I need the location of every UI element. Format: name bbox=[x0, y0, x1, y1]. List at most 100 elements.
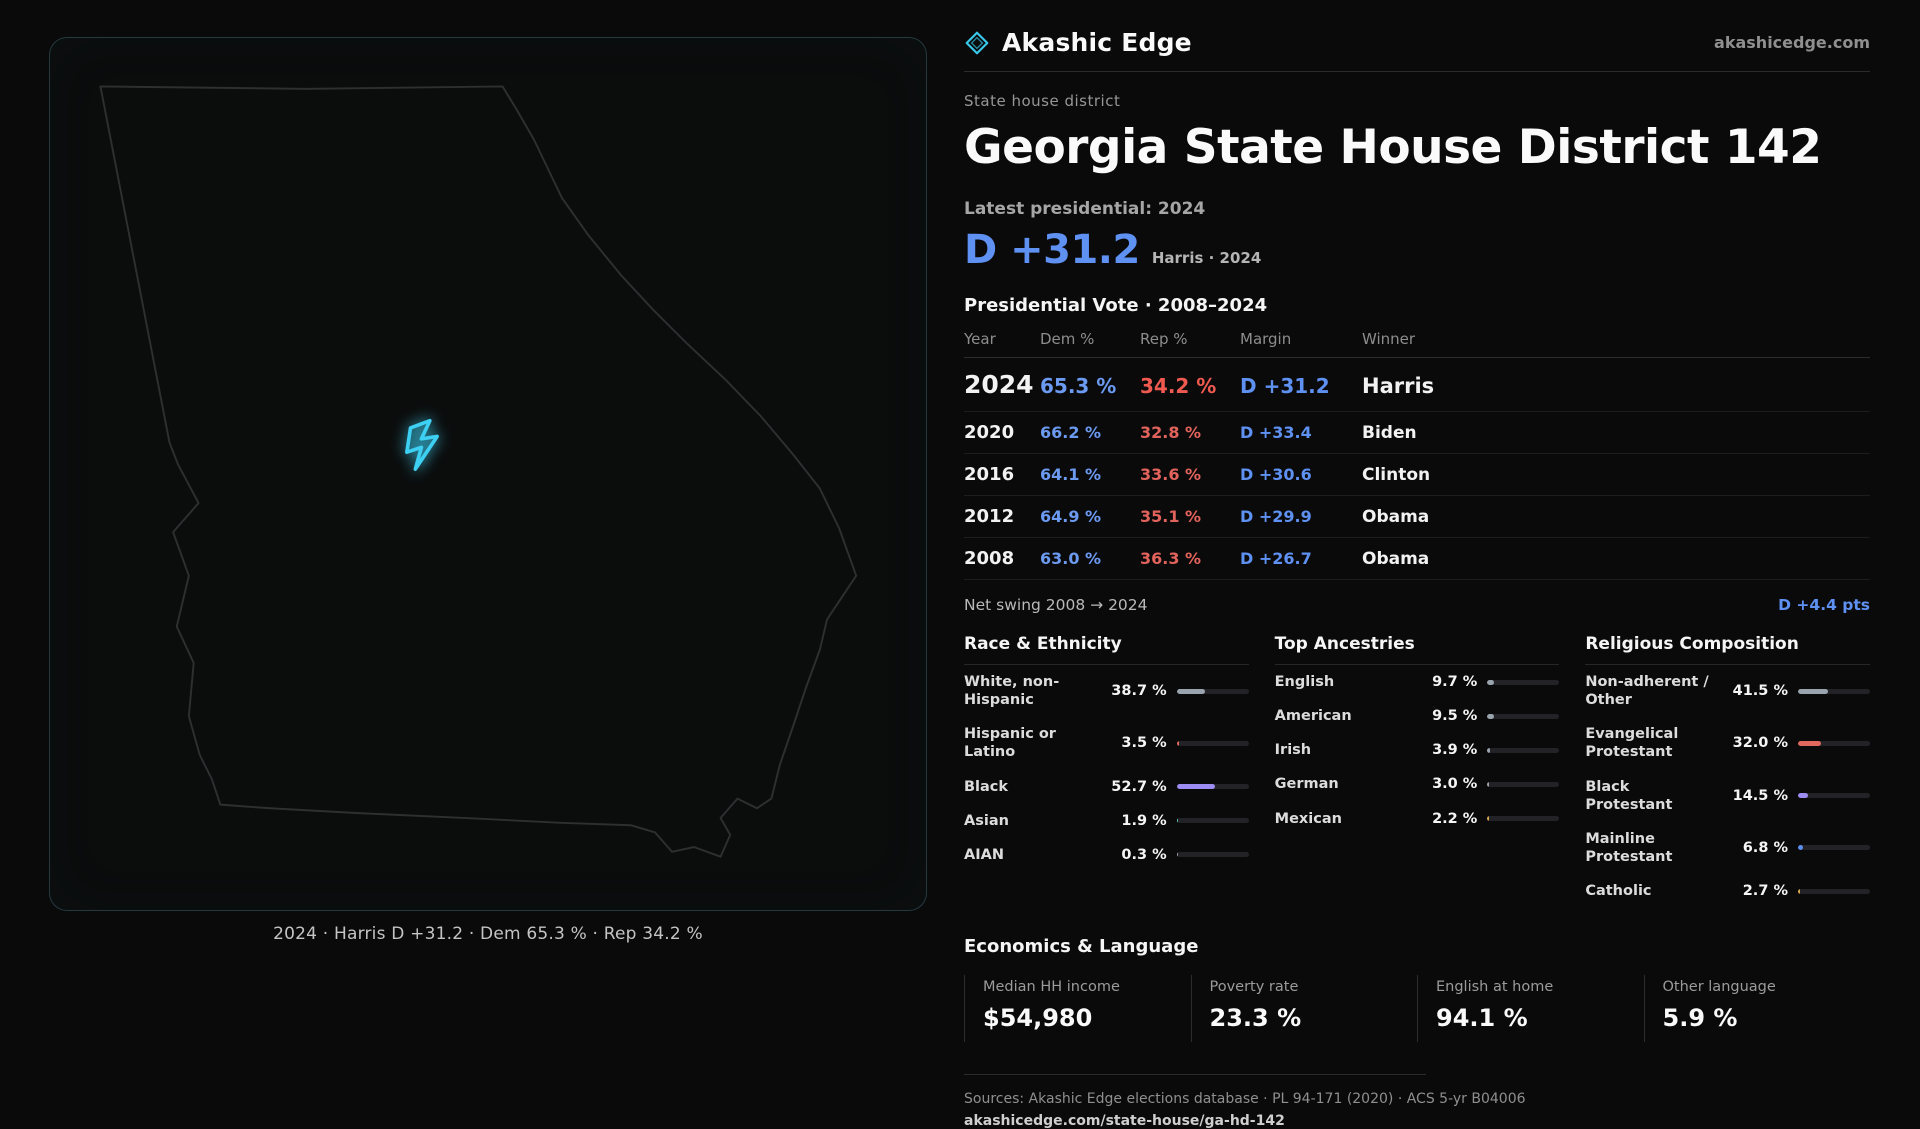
col-dem: Dem % bbox=[1040, 330, 1095, 348]
stat-value: 23.3 % bbox=[1209, 1004, 1302, 1033]
latest-margin-value: D +31.2 bbox=[964, 227, 1140, 273]
stat-english-at-home: English at home 94.1 % bbox=[1417, 975, 1644, 1043]
demo-row: Irish 3.9 % bbox=[1275, 733, 1560, 767]
economics-title: Economics & Language bbox=[964, 936, 1199, 958]
brand-name: Akashic Edge bbox=[1002, 28, 1192, 57]
col-rep: Rep % bbox=[1140, 330, 1188, 348]
cell-margin: D +31.2 bbox=[1240, 374, 1330, 398]
georgia-map bbox=[99, 85, 858, 858]
demo-value: 52.7 % bbox=[1111, 778, 1167, 795]
vote-table-header: Year Dem % Rep % Margin Winner bbox=[964, 330, 1870, 358]
demo-value: 3.5 % bbox=[1121, 735, 1167, 752]
race-ethnicity-section: Race & Ethnicity White, non-Hispanic 38.… bbox=[964, 634, 1249, 908]
cell-margin: D +29.9 bbox=[1240, 507, 1312, 526]
cell-year: 2024 bbox=[964, 370, 1034, 399]
demo-bar bbox=[1797, 888, 1870, 894]
stat-other-language: Other language 5.9 % bbox=[1643, 975, 1871, 1043]
sources-text: Sources: Akashic Edge elections database… bbox=[964, 1091, 1526, 1108]
demo-label: AIAN bbox=[964, 846, 1004, 863]
section-title: Race & Ethnicity bbox=[964, 634, 1249, 665]
demo-value: 3.0 % bbox=[1432, 776, 1478, 793]
cell-margin: D +33.4 bbox=[1240, 423, 1312, 442]
demo-bar bbox=[1176, 818, 1249, 824]
demo-value: 41.5 % bbox=[1732, 683, 1788, 700]
demo-label: English bbox=[1274, 674, 1335, 690]
demo-value: 2.7 % bbox=[1742, 883, 1788, 900]
latest-margin-detail: Harris · 2024 bbox=[1151, 249, 1262, 267]
col-winner: Winner bbox=[1362, 330, 1416, 348]
cell-rep: 34.2 % bbox=[1140, 374, 1217, 398]
demo-bar bbox=[1487, 816, 1560, 822]
cell-winner: Biden bbox=[1362, 423, 1417, 443]
district-kicker: State house district bbox=[964, 92, 1121, 110]
cell-rep: 36.3 % bbox=[1140, 549, 1202, 568]
demo-label: Mainline Protestant bbox=[1585, 830, 1673, 865]
cell-rep: 33.6 % bbox=[1140, 465, 1202, 484]
cell-year: 2016 bbox=[964, 464, 1015, 485]
economics-grid: Median HH income $54,980 Poverty rate 23… bbox=[964, 975, 1871, 1043]
table-row-2020: 2020 66.2 % 32.8 % D +33.4 Biden bbox=[964, 412, 1870, 454]
cell-margin: D +30.6 bbox=[1240, 465, 1312, 484]
demo-row: English 9.7 % bbox=[1275, 665, 1560, 699]
report-panel: Akashic Edge akashicedge.com State house… bbox=[964, 28, 1870, 1129]
district-highlight bbox=[405, 418, 439, 471]
demo-row: Mexican 2.2 % bbox=[1275, 802, 1560, 836]
cell-rep: 32.8 % bbox=[1140, 423, 1202, 442]
cell-dem: 64.1 % bbox=[1040, 465, 1102, 484]
cell-dem: 65.3 % bbox=[1040, 374, 1117, 398]
map-caption: 2024 · Harris D +31.2 · Dem 65.3 % · Rep… bbox=[273, 924, 703, 944]
demo-bar bbox=[1487, 679, 1560, 685]
demo-row: Non-adherent / Other 41.5 % bbox=[1585, 665, 1870, 717]
cell-dem: 64.9 % bbox=[1040, 507, 1102, 526]
demo-label: Catholic bbox=[1585, 883, 1652, 899]
demo-bar bbox=[1176, 784, 1249, 790]
footer-url: akashicedge.com/state-house/ga-hd-142 bbox=[964, 1113, 1285, 1129]
demo-row: Mainline Protestant 6.8 % bbox=[1585, 822, 1870, 874]
demo-row: German 3.0 % bbox=[1275, 767, 1560, 801]
net-swing-label: Net swing 2008 → 2024 bbox=[964, 596, 1148, 614]
demo-label: German bbox=[1274, 776, 1339, 793]
stat-median-income: Median HH income $54,980 bbox=[964, 975, 1191, 1043]
demo-row: Black 52.7 % bbox=[964, 770, 1249, 804]
footer: Sources: Akashic Edge elections database… bbox=[964, 1074, 1870, 1129]
demo-bar bbox=[1797, 845, 1870, 851]
stat-label: Median HH income bbox=[983, 979, 1120, 996]
cell-margin: D +26.7 bbox=[1240, 549, 1312, 568]
map-panel bbox=[49, 37, 927, 911]
demo-label: American bbox=[1274, 708, 1352, 725]
demo-label: White, non-Hispanic bbox=[964, 674, 1060, 709]
demo-row: American 9.5 % bbox=[1275, 699, 1560, 733]
cell-year: 2012 bbox=[964, 506, 1015, 527]
demo-bar bbox=[1487, 747, 1560, 753]
demo-value: 0.3 % bbox=[1121, 846, 1167, 863]
demo-bar bbox=[1797, 688, 1870, 694]
demo-value: 38.7 % bbox=[1111, 683, 1167, 700]
cell-dem: 66.2 % bbox=[1040, 423, 1102, 442]
cell-winner: Clinton bbox=[1362, 465, 1431, 485]
demo-value: 14.5 % bbox=[1732, 787, 1788, 804]
stat-label: Other language bbox=[1662, 979, 1776, 996]
ancestries-section: Top Ancestries English 9.7 % American 9.… bbox=[1274, 634, 1560, 908]
demo-label: Asian bbox=[964, 812, 1009, 829]
demo-label: Black bbox=[964, 778, 1009, 795]
stat-value: $54,980 bbox=[983, 1004, 1093, 1033]
latest-presidential-label: Latest presidential: 2024 bbox=[964, 199, 1206, 219]
demo-row: Evangelical Protestant 32.0 % bbox=[1585, 717, 1870, 769]
demo-bar bbox=[1176, 740, 1249, 746]
demo-value: 9.5 % bbox=[1432, 708, 1478, 725]
cell-year: 2008 bbox=[964, 548, 1015, 569]
table-row-2016: 2016 64.1 % 33.6 % D +30.6 Clinton bbox=[964, 454, 1870, 496]
stat-value: 94.1 % bbox=[1436, 1004, 1528, 1033]
demo-value: 9.7 % bbox=[1432, 674, 1478, 691]
demo-row: Black Protestant 14.5 % bbox=[1585, 770, 1870, 822]
diamond-logo-icon bbox=[965, 31, 989, 54]
net-swing-row: Net swing 2008 → 2024 D +4.4 pts bbox=[964, 596, 1870, 614]
stat-value: 5.9 % bbox=[1662, 1004, 1738, 1033]
georgia-outline bbox=[99, 85, 858, 858]
demo-label: Evangelical Protestant bbox=[1585, 726, 1679, 761]
table-row-2024: 2024 65.3 % 34.2 % D +31.2 Harris bbox=[964, 358, 1870, 412]
footer-divider bbox=[964, 1074, 1427, 1076]
demo-label: Black Protestant bbox=[1585, 778, 1673, 813]
report-header: Akashic Edge akashicedge.com bbox=[964, 28, 1870, 72]
demo-value: 32.0 % bbox=[1732, 735, 1788, 752]
